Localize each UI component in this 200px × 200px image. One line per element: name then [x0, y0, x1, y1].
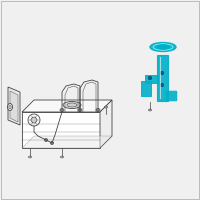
Polygon shape	[8, 87, 20, 125]
Ellipse shape	[148, 109, 152, 111]
Polygon shape	[22, 112, 100, 148]
Ellipse shape	[44, 138, 48, 142]
FancyBboxPatch shape	[140, 80, 151, 96]
Ellipse shape	[9, 105, 11, 109]
Ellipse shape	[60, 108, 64, 112]
Ellipse shape	[148, 76, 152, 80]
Ellipse shape	[104, 106, 108, 108]
Ellipse shape	[160, 71, 164, 75]
Ellipse shape	[156, 45, 170, 49]
Ellipse shape	[153, 44, 173, 50]
Ellipse shape	[160, 83, 164, 87]
Polygon shape	[10, 91, 18, 122]
Ellipse shape	[78, 108, 82, 112]
FancyBboxPatch shape	[144, 74, 158, 82]
Ellipse shape	[67, 103, 77, 107]
Polygon shape	[100, 100, 112, 148]
Ellipse shape	[28, 114, 40, 126]
Ellipse shape	[8, 104, 12, 110]
Polygon shape	[22, 136, 112, 148]
Ellipse shape	[31, 117, 37, 123]
Ellipse shape	[96, 108, 100, 112]
Ellipse shape	[60, 156, 64, 158]
Ellipse shape	[29, 156, 32, 158]
FancyBboxPatch shape	[156, 54, 168, 100]
Ellipse shape	[63, 102, 81, 108]
Polygon shape	[22, 100, 112, 112]
Ellipse shape	[150, 43, 176, 51]
FancyBboxPatch shape	[166, 91, 177, 101]
Ellipse shape	[50, 142, 54, 144]
